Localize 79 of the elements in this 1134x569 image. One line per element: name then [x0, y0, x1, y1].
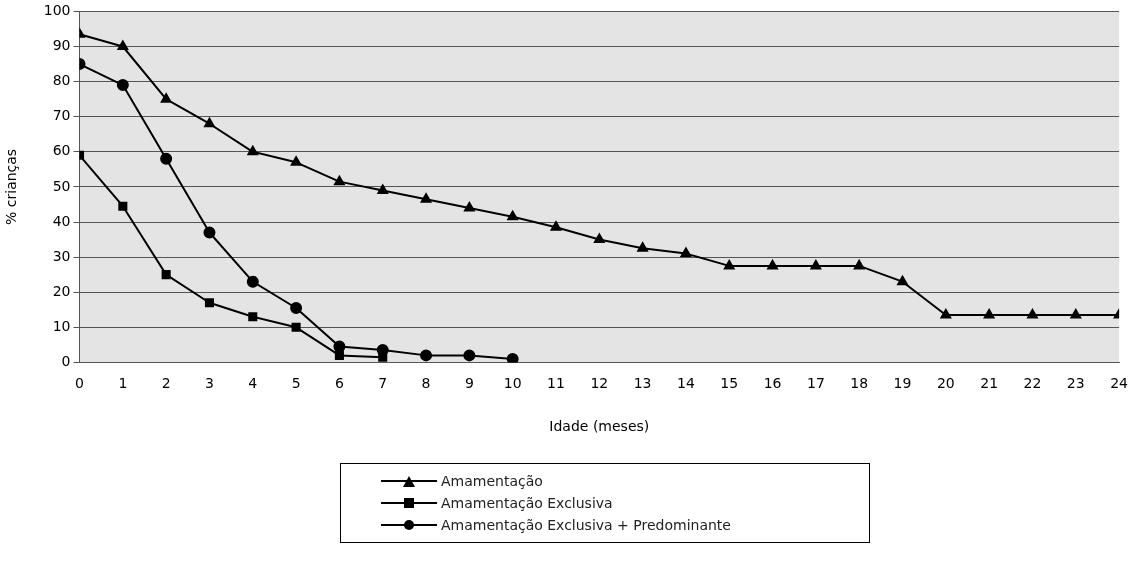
point: [160, 152, 173, 165]
point: [506, 352, 519, 363]
y-axis-title: % crianças: [3, 148, 20, 225]
point: [334, 350, 344, 360]
y-tick-label: 100: [43, 2, 71, 19]
point: [550, 221, 562, 231]
point: [463, 349, 476, 362]
point: [160, 93, 172, 103]
point: [1027, 309, 1038, 319]
x-tick-label: 1: [118, 375, 128, 392]
point: [204, 117, 215, 128]
legend-label: Amamentação: [441, 473, 543, 489]
point: [940, 309, 952, 319]
point: [680, 247, 692, 258]
x-tick-label: 0: [75, 375, 84, 392]
y-tick-label: 40: [52, 212, 71, 229]
point: [246, 275, 259, 288]
point: [420, 193, 432, 203]
point: [378, 352, 388, 362]
y-tick-label: 80: [52, 72, 71, 89]
point: [247, 145, 259, 156]
x-tick-label: 7: [378, 375, 388, 392]
x-tick-label: 8: [421, 375, 431, 392]
y-tick-label: 20: [52, 282, 71, 299]
x-tick-label: 11: [547, 375, 565, 392]
y-tick-label: 30: [52, 247, 71, 264]
x-tick-label: 18: [850, 375, 869, 392]
x-tick-label: 5: [291, 375, 301, 392]
point: [810, 259, 822, 270]
point: [377, 184, 389, 194]
x-tick-label: 19: [893, 375, 912, 392]
point: [507, 210, 519, 221]
point: [290, 302, 303, 314]
legend-label: Amamentação Exclusiva + Predominante: [441, 517, 731, 533]
point: [983, 309, 995, 319]
x-tick-label: 21: [980, 375, 999, 392]
y-tick-label: 70: [52, 107, 71, 124]
point: [161, 270, 171, 280]
point: [767, 259, 778, 270]
point: [203, 226, 216, 239]
point: [118, 201, 128, 211]
x-axis-title: Idade (meses): [549, 418, 650, 435]
y-tick-label: 0: [61, 353, 71, 370]
point: [290, 156, 302, 166]
x-tick-label: 4: [248, 375, 258, 392]
y-tick-label: 60: [52, 142, 71, 159]
y-tick-label: 50: [52, 177, 71, 194]
y-tick-label: 10: [52, 317, 71, 334]
point: [637, 242, 648, 252]
point: [248, 312, 258, 322]
point: [897, 275, 908, 286]
x-tick-label: 23: [1066, 375, 1085, 392]
point: [334, 175, 345, 186]
point: [420, 349, 433, 362]
x-tick-label: 24: [1110, 375, 1129, 392]
x-tick-label: 6: [334, 375, 344, 392]
point: [204, 298, 214, 308]
x-tick-label: 22: [1023, 375, 1042, 392]
point: [117, 40, 129, 50]
point: [593, 233, 605, 244]
point: [1070, 309, 1082, 319]
x-tick-label: 14: [677, 375, 695, 392]
x-tick-label: 20: [936, 375, 955, 392]
point: [853, 259, 865, 270]
y-tick-label: 90: [52, 37, 71, 54]
point: [116, 79, 129, 92]
x-tick-label: 16: [763, 375, 782, 392]
x-tick-label: 17: [806, 375, 825, 392]
x-tick-label: 13: [633, 375, 652, 392]
x-tick-label: 2: [161, 375, 171, 392]
x-tick-label: 15: [720, 375, 739, 392]
point: [464, 201, 475, 212]
point: [291, 322, 301, 332]
x-tick-label: 9: [464, 375, 474, 392]
point: [723, 259, 735, 270]
x-tick-label: 3: [205, 375, 214, 392]
legend-label: Amamentação Exclusiva: [441, 495, 613, 511]
x-tick-label: 12: [590, 375, 609, 392]
x-tick-label: 10: [503, 375, 522, 392]
